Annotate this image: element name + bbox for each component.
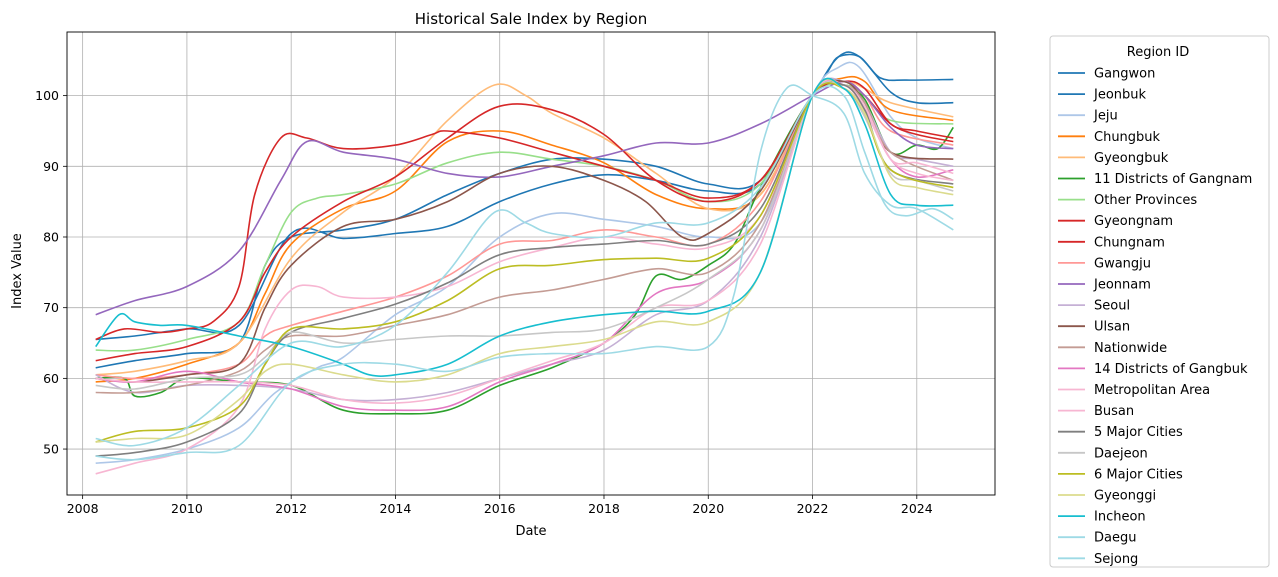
x-axis: 2008 2010 2012 2014 2016 2018 2020 2022 2024 — [67, 495, 933, 516]
legend-label-daegu: Daegu — [1094, 531, 1136, 546]
y-tick-label: 90 — [43, 159, 59, 174]
legend-label-chungnam: Chungnam — [1094, 235, 1165, 250]
x-tick-label: 2016 — [484, 501, 516, 516]
x-tick-label: 2014 — [380, 501, 412, 516]
chart-title: Historical Sale Index by Region — [415, 10, 648, 28]
legend-title: Region ID — [1127, 45, 1189, 60]
series-line-gyeonggi — [95, 78, 954, 443]
series-line-ulsan — [95, 79, 954, 383]
series-line-5-major-cities — [95, 80, 954, 457]
series-line-incheon — [95, 77, 954, 377]
series-line-sejong — [95, 84, 954, 461]
x-tick-label: 2020 — [692, 501, 724, 516]
legend-label-gangwon: Gangwon — [1094, 67, 1155, 82]
legend-label-11-districts-of-gangnam: 11 Districts of Gangnam — [1094, 172, 1252, 187]
legend-frame — [1049, 35, 1270, 568]
y-tick-label: 100 — [35, 88, 59, 103]
series-line-gangwon — [95, 53, 954, 341]
legend-label-14-districts-of-gangbuk: 14 Districts of Gangbuk — [1094, 362, 1248, 377]
series-line-daegu — [95, 85, 954, 447]
legend-label-metropolitan-area: Metropolitan Area — [1094, 383, 1210, 398]
legend-label-gyeongnam: Gyeongnam — [1094, 214, 1173, 229]
legend-label-chungbuk: Chungbuk — [1094, 130, 1161, 145]
x-tick-label: 2024 — [901, 501, 933, 516]
legend-label-ulsan: Ulsan — [1094, 320, 1130, 335]
series-line-chungnam — [95, 80, 954, 341]
legend: Region ID Gangwon Jeonbuk Jeju Chungbuk Gyeo… — [1049, 35, 1270, 568]
legend-label-jeonbuk: Jeonbuk — [1093, 88, 1147, 103]
series-line-daejeon — [95, 81, 954, 390]
legend-label-incheon: Incheon — [1094, 510, 1146, 525]
legend-label-nationwide: Nationwide — [1094, 341, 1167, 356]
x-axis-label: Date — [515, 524, 546, 539]
legend-label-jeju: Jeju — [1093, 109, 1118, 124]
y-tick-label: 70 — [43, 300, 59, 315]
y-tick-label: 60 — [43, 371, 59, 386]
legend-label-daejeon: Daejeon — [1094, 446, 1148, 461]
x-tick-label: 2008 — [67, 501, 99, 516]
x-tick-label: 2012 — [275, 501, 307, 516]
legend-label-sejong: Sejong — [1094, 552, 1138, 567]
series-line-14-districts-of-gangbuk — [95, 79, 954, 412]
y-axis: 50 60 70 80 90 100 — [35, 88, 67, 457]
x-tick-label: 2010 — [171, 501, 203, 516]
legend-label-gwangju: Gwangju — [1094, 256, 1151, 271]
series-line-jeonnam — [95, 80, 954, 316]
legend-label-5-major-cities: 5 Major Cities — [1094, 425, 1183, 440]
legend-label-busan: Busan — [1094, 404, 1134, 419]
plot-frame — [66, 31, 996, 496]
legend-label-other-provinces: Other Provinces — [1094, 193, 1197, 208]
x-tick-label: 2022 — [797, 501, 829, 516]
series-line-gyeongnam — [95, 80, 954, 362]
y-tick-label: 80 — [43, 229, 59, 244]
legend-label-gyeonggi: Gyeonggi — [1094, 489, 1156, 504]
series-layer — [95, 51, 954, 475]
series-line-chungbuk — [95, 75, 954, 383]
series-line-11-districts-of-gangnam — [95, 82, 954, 415]
legend-label-jeonnam: Jeonnam — [1093, 278, 1151, 293]
legend-label-gyeongbuk: Gyeongbuk — [1094, 151, 1169, 166]
legend-label-seoul: Seoul — [1094, 299, 1130, 314]
y-tick-label: 50 — [43, 442, 59, 457]
y-axis-label: Index Value — [10, 233, 25, 309]
series-line-jeju — [95, 61, 954, 464]
x-tick-label: 2018 — [588, 501, 620, 516]
legend-label-6-major-cities: 6 Major Cities — [1094, 467, 1183, 482]
